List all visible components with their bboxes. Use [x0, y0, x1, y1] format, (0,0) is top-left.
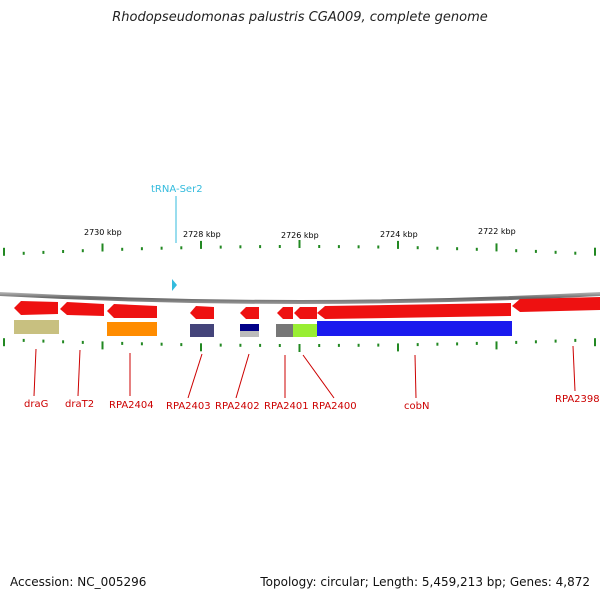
- gene-label-RPA2404: RPA2404: [109, 400, 154, 411]
- gene-label-RPA2398: RPA2398: [555, 394, 600, 405]
- gene-arrow[interactable]: [317, 303, 511, 319]
- cog-bar: [240, 324, 259, 331]
- cog-bar: [317, 321, 512, 336]
- trna-marker[interactable]: [172, 279, 177, 291]
- cog-bar: [276, 324, 293, 337]
- cog-bar: [107, 322, 157, 336]
- gene-arrow[interactable]: [277, 307, 293, 319]
- kbp-label: 2730 kbp: [84, 228, 122, 237]
- gene-callouts: [33, 345, 576, 399]
- cog-bar: [240, 331, 259, 337]
- gene-label-RPA2403: RPA2403: [166, 401, 211, 412]
- map-title: Rhodopseudomonas palustris CGA009, compl…: [112, 10, 488, 25]
- gene-label-RPA2402: RPA2402: [215, 401, 260, 412]
- cog-bar: [190, 324, 214, 337]
- gene-label-cobN: cobN: [404, 401, 429, 412]
- cog-bar: [14, 320, 59, 334]
- gene-arrow[interactable]: [107, 304, 157, 318]
- kbp-label: 2722 kbp: [478, 227, 516, 236]
- accession-text: Accession: NC_005296: [10, 575, 147, 589]
- gene-arrow[interactable]: [60, 302, 104, 316]
- tick-marks-top: [3, 240, 596, 256]
- gene-label-RPA2400: RPA2400: [312, 401, 357, 412]
- gene-label-draG: draG: [24, 399, 48, 410]
- gene-arrow[interactable]: [294, 307, 317, 319]
- gene-arrow[interactable]: [190, 306, 214, 319]
- topology-text: Topology: circular; Length: 5,459,213 bp…: [260, 575, 590, 589]
- trna-label: tRNA-Ser2: [151, 184, 203, 195]
- gene-label-draT2: draT2: [65, 399, 94, 410]
- gene-arrows: [14, 297, 600, 319]
- kbp-label: 2726 kbp: [281, 231, 319, 240]
- kbp-label: 2724 kbp: [380, 230, 418, 239]
- genome-backbone: [0, 292, 600, 304]
- cog-bar: [293, 324, 317, 337]
- kbp-label: 2728 kbp: [183, 230, 221, 239]
- gene-label-RPA2401: RPA2401: [264, 401, 309, 412]
- gene-arrow[interactable]: [512, 297, 600, 312]
- gene-arrow[interactable]: [240, 307, 259, 319]
- gene-arrow[interactable]: [14, 301, 58, 315]
- cog-bars: [14, 320, 512, 337]
- tick-marks-bottom: [3, 338, 596, 352]
